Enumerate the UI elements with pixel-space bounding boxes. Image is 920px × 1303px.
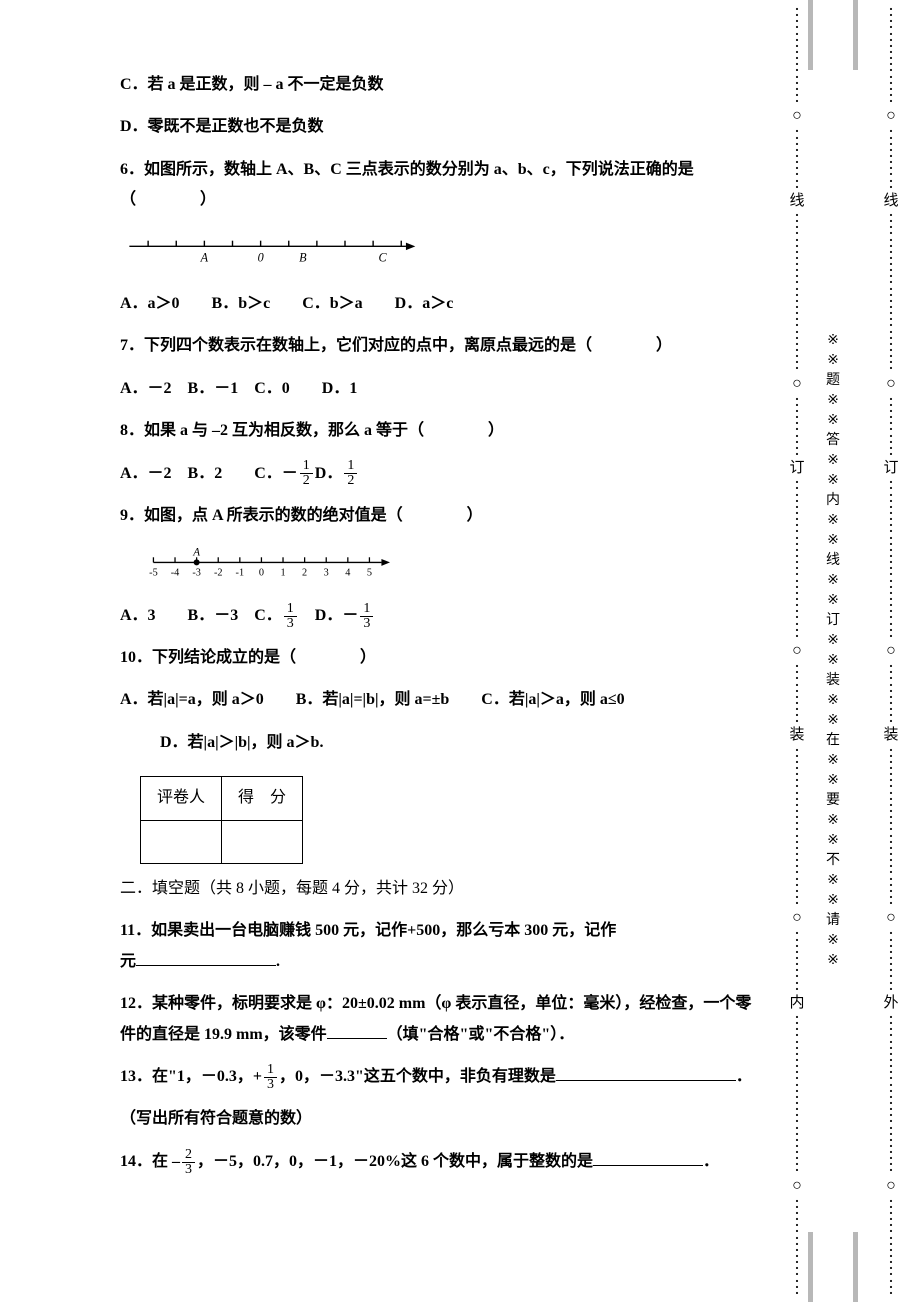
svg-text:C: C [378,250,387,264]
q12-blank [327,1023,387,1039]
q14-blank [593,1150,703,1166]
q8-text: 8．如果 a 与 –2 互为相反数，那么 a 等于（ ） [120,416,760,446]
q7-text: 7．下列四个数表示在数轴上，它们对应的点中，离原点最远的是（ ） [120,331,760,361]
q12-part-b: （填"合格"或"不合格"）． [387,1026,575,1043]
score-cell [222,820,303,863]
q9-opts-d-label: D．－ [299,607,359,624]
q10-option-d: D．若|a|＞|b|，则 a＞b. [160,728,760,758]
q10-options-abc: A．若|a|=a，则 a＞0 B．若|a|=|b|，则 a=±b C．若|a|＞… [120,685,760,715]
q9-opts-ab: A．3 B．－3 C． [120,607,282,624]
q6-options: A．a＞0 B．b＞c C．b＞a D．a＞c [120,289,760,319]
fraction-one-half-1: 12 [298,459,315,488]
q9-options: A．3 B．－3 C．13 D．－13 [120,601,760,631]
q13-text: 13．在"1，－0.3，+13，0，－3.3"这五个数中，非负有理数是 ． [120,1062,760,1092]
score-header: 得 分 [222,777,303,820]
q11-unit: 元 [120,953,136,970]
svg-text:5: 5 [367,568,372,579]
binding-column-outer: ················○··········线············… [880,0,902,1302]
q8-opts-ab: A．－2 B．2 C．－ [120,465,298,482]
q14-text: 14．在 –23，－5，0.7，0，－1，－20%这 6 个数中，属于整数的是 ． [120,1147,760,1177]
q13-part-b: ，0，－3.3"这五个数中，非负有理数是 [279,1068,556,1085]
binding-column-inner: ················○··········线············… [786,0,808,1302]
q5-option-c: C．若 a 是正数，则 – a 不一定是负数 [120,70,760,100]
svg-text:-4: -4 [171,568,180,579]
q14-part-a: 14．在 – [120,1153,180,1170]
q14-period: ． [703,1153,719,1170]
fraction-one-third-1: 13 [282,602,299,631]
binding-instruction-column: ※※题※※答※※内※※线※※订※※装※※在※※要※※不※※请※※ [813,0,853,1302]
fraction-one-half-2: 12 [342,459,359,488]
svg-text:1: 1 [280,568,285,579]
svg-text:4: 4 [345,568,350,579]
q5-option-d: D．零既不是正数也不是负数 [120,112,760,142]
q8-options: A．－2 B．2 C．－12D．12 [120,459,760,489]
number-line-q6: A 0 B C [120,234,420,268]
q11-part-a: 11．如果卖出一台电脑赚钱 500 元，记作+500，那么亏本 300 元，记作 [120,922,616,939]
fraction-two-thirds: 23 [180,1148,197,1177]
fraction-one-third-q13: 13 [262,1063,279,1092]
q13-part-a: 13．在"1，－0.3，+ [120,1068,262,1085]
q13-hint: （写出所有符合题意的数） [120,1104,760,1134]
q14-part-b: ，－5，0.7，0，－1，－20%这 6 个数中，属于整数的是 [197,1153,593,1170]
q13-period: ． [736,1068,752,1085]
section-2-title: 二．填空题（共 8 小题，每题 4 分，共计 32 分） [120,874,760,904]
svg-text:A: A [200,250,209,264]
number-line-q9: -5 -4 -3 -2 -1 0 1 2 3 4 5 A [130,547,410,583]
scorer-header: 评卷人 [141,777,222,820]
svg-text:0: 0 [258,250,264,264]
svg-text:-3: -3 [192,568,201,579]
q11-period: . [276,953,280,970]
q11-blank [136,950,276,966]
svg-text:3: 3 [324,568,329,579]
q11-text: 11．如果卖出一台电脑赚钱 500 元，记作+500，那么亏本 300 元，记作… [120,916,760,977]
svg-text:B: B [299,250,307,264]
q13-blank [556,1065,736,1081]
q10-text: 10．下列结论成立的是（ ） [120,643,760,673]
svg-text:-5: -5 [149,568,158,579]
scorer-table: 评卷人 得 分 [140,776,303,864]
q9-text: 9．如图，点 A 所表示的数的绝对值是（ ） [120,501,760,531]
svg-text:A: A [192,547,200,559]
q7-options: A．－2 B．－1 C．0 D．1 [120,374,760,404]
svg-text:2: 2 [302,568,307,579]
svg-text:-1: -1 [236,568,245,579]
scorer-cell [141,820,222,863]
q12-text: 12．某种零件，标明要求是 φ：20±0.02 mm（φ 表示直径，单位：毫米）… [120,989,760,1050]
svg-text:0: 0 [259,568,264,579]
fraction-one-third-2: 13 [358,602,375,631]
q8-opts-d-label: D． [315,465,343,482]
svg-text:-2: -2 [214,568,223,579]
q6-text: 6．如图所示，数轴上 A、B、C 三点表示的数分别为 a、b、c，下列说法正确的… [120,155,760,216]
page-content: C．若 a 是正数，则 – a 不一定是负数 D．零既不是正数也不是负数 6．如… [120,70,760,1189]
